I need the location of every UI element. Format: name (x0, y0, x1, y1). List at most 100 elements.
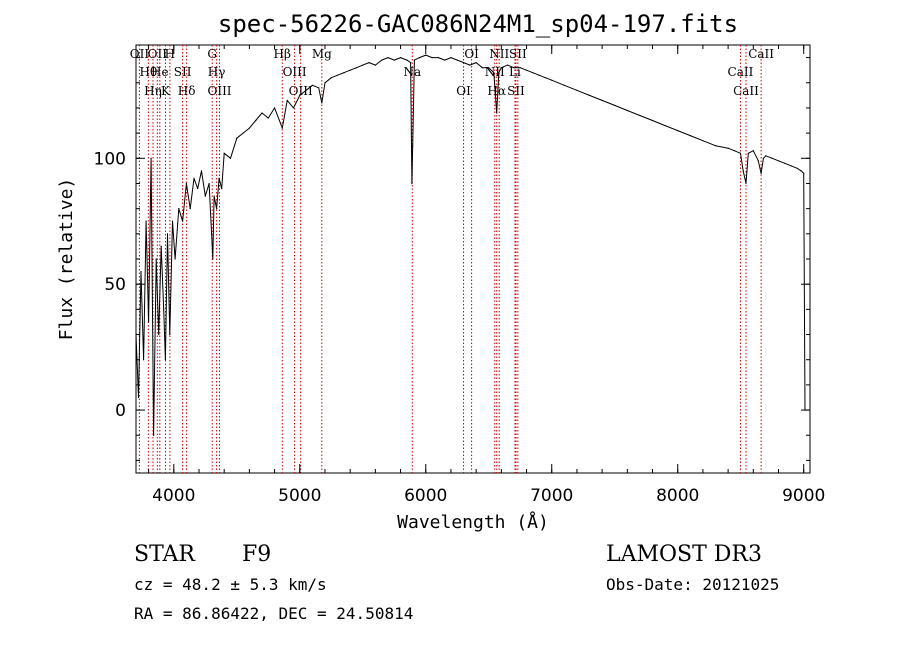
flux-point (200, 170, 203, 172)
line-marker-label: He (151, 65, 169, 79)
line-marker-label: Li (509, 65, 521, 79)
flux-point (163, 308, 165, 310)
x-tick-label: 9000 (782, 486, 825, 506)
y-tick-label: 50 (104, 275, 126, 295)
chart-title: spec-56226-GAC086N24M1_sp04-197.fits (218, 10, 738, 38)
flux-point (255, 119, 257, 122)
flux-point (765, 155, 767, 157)
line-marker-label: Hη (144, 84, 162, 98)
line-marker-label: Na (403, 65, 421, 79)
flux-point (762, 157, 765, 159)
flux-point (488, 67, 490, 69)
flux-point (248, 127, 250, 129)
line-marker-label: OIII (283, 65, 307, 79)
line-marker-labels: OIIHθHηOIIHeKHSIIHδGHγOIIIHβOIIIOIIIMgNa… (130, 47, 775, 98)
flux-point (714, 145, 717, 147)
flux-point (496, 112, 498, 114)
flux-point (393, 59, 395, 61)
flux-point (563, 84, 565, 86)
line-marker-label: SII (507, 84, 525, 98)
flux-point (261, 112, 263, 114)
flux-series (135, 54, 806, 436)
flux-point (274, 107, 276, 109)
x-axis-ticks: 4000 5000 6000 7000 8000 9000 (148, 45, 825, 506)
flux-point (544, 77, 547, 79)
flux-point (532, 72, 534, 74)
flux-point (796, 167, 799, 169)
flux-point (321, 102, 323, 104)
line-marker-label: Hθ (139, 65, 157, 79)
flux-point (286, 99, 288, 101)
line-marker-label: Hδ (178, 84, 196, 98)
line-marker-label: OIII (207, 84, 231, 98)
flux-point (171, 220, 174, 222)
flux-point (343, 72, 345, 74)
line-marker-label: Hγ (208, 65, 226, 79)
flux-point (166, 233, 169, 235)
flux-point (411, 182, 413, 185)
flux-point (513, 67, 515, 69)
line-marker-label: K (161, 84, 171, 98)
flux-point (626, 109, 628, 112)
line-marker-label: H (165, 47, 175, 61)
x-tick-label: 5000 (278, 486, 321, 506)
flux-point (538, 74, 540, 76)
flux-point (381, 59, 383, 61)
flux-point (576, 89, 578, 91)
flux-point (189, 208, 191, 210)
y-tick-label: 0 (115, 401, 126, 421)
flux-point (299, 94, 301, 96)
flux-point (337, 74, 339, 76)
flux-point (727, 147, 729, 149)
flux-point (216, 208, 218, 210)
flux-point (469, 64, 471, 66)
flux-point (551, 79, 553, 81)
flux-point (413, 59, 415, 61)
flux-point (155, 258, 157, 260)
flux-point (406, 59, 408, 61)
flux-point (236, 137, 238, 139)
flux-point (140, 271, 142, 273)
flux-point (349, 69, 351, 71)
flux-point (213, 195, 215, 197)
flux-point (651, 119, 654, 122)
flux-point (507, 64, 509, 66)
flux-point (500, 67, 502, 69)
flux-point (150, 157, 152, 159)
flux-point (374, 64, 376, 66)
flux-point (412, 145, 414, 147)
flux-point (362, 64, 364, 66)
flux-point (588, 94, 591, 96)
flux-point (182, 220, 184, 222)
flux-point (777, 160, 780, 162)
flux-point (639, 114, 641, 117)
flux-point (689, 135, 691, 137)
line-marker-label: OII (148, 47, 168, 61)
flux-point (193, 177, 195, 179)
flux-point (223, 152, 225, 154)
plot-frame (135, 44, 811, 474)
flux-point (197, 187, 199, 190)
object-class: STAR (134, 542, 196, 567)
flux-point (305, 89, 307, 91)
object-subclass: F9 (242, 542, 271, 567)
flux-point (218, 177, 220, 179)
flux-point (410, 62, 412, 64)
line-marker-label: CaII (728, 65, 754, 79)
y-axis-label: Flux (relative) (56, 178, 77, 341)
flux-point (164, 359, 166, 361)
flux-point (614, 104, 616, 106)
y-tick-label: 100 (94, 149, 126, 169)
flux-point (481, 67, 483, 69)
flux-point (158, 333, 160, 336)
line-marker-label: Hα (487, 84, 506, 98)
line-marker-label: CaII (733, 84, 759, 98)
flux-point (281, 127, 283, 129)
flux-point (757, 160, 759, 162)
line-marker-label: OIII (289, 84, 313, 98)
x-tick-label: 6000 (404, 486, 447, 506)
flux-point (418, 57, 421, 59)
flux-point (400, 57, 402, 59)
x-tick-label: 8000 (656, 486, 699, 506)
flux-point (803, 172, 805, 174)
